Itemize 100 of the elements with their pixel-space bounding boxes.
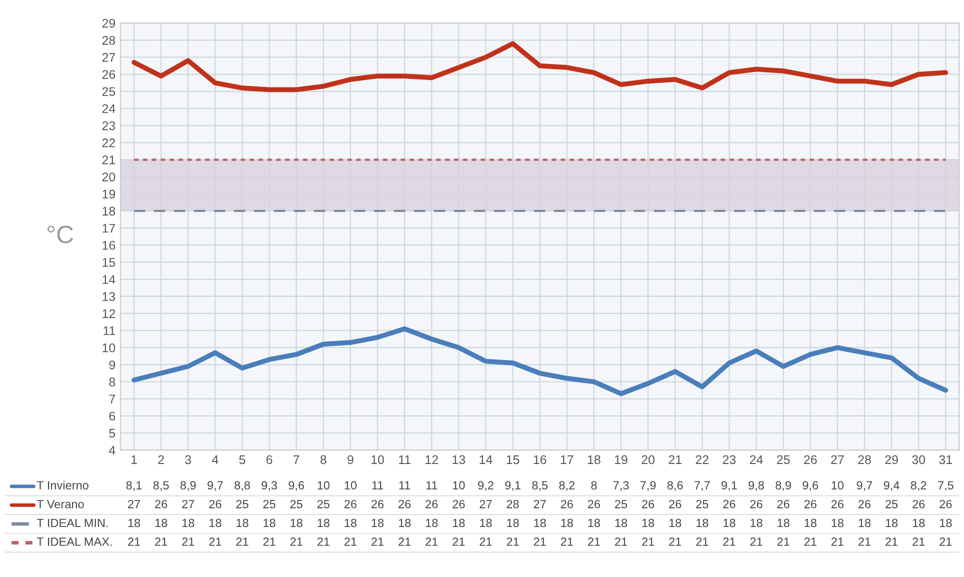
data-label: 18 [642,518,654,528]
data-label: 26 [912,500,925,508]
data-label: 26 [209,500,222,508]
x-tick-label: 16 [534,455,546,464]
data-label: 21 [615,538,627,546]
data-label: 9,6 [802,481,818,491]
y-tick-label: 15 [102,258,116,267]
y-tick-label: 7 [109,394,116,404]
data-label: 21 [669,538,682,546]
data-label: 21 [696,538,708,546]
y-tick-label: 8 [109,378,116,386]
data-label: 26 [723,500,736,508]
data-label: 25 [615,500,628,508]
data-label: 26 [344,500,357,508]
data-label: 18 [480,518,492,528]
data-label: 7,5 [938,481,954,491]
legend-label: T Invierno [36,480,88,490]
data-label: 21 [155,538,168,546]
x-tick-label: 31 [939,455,952,464]
data-label: 21 [506,538,519,546]
x-tick-label: 15 [506,455,520,464]
data-label: 18 [210,518,222,528]
x-tick-label: 20 [642,455,655,464]
data-label: 21 [128,538,140,546]
data-label: 9,4 [884,481,900,491]
data-label: 7,3 [613,481,629,491]
data-label: 21 [290,538,302,546]
data-label: 26 [750,500,762,508]
data-label: 9,7 [856,481,872,491]
data-label: 18 [858,518,871,528]
data-label: 28 [506,500,519,508]
y-tick-label: 29 [102,18,116,28]
data-label: 18 [290,518,302,528]
data-label: 26 [452,500,465,508]
data-label: 18 [426,518,438,528]
y-tick-label: 14 [102,275,116,284]
data-label: 21 [588,538,600,546]
y-tick-label: 17 [102,224,116,233]
y-tick-label: 25 [102,87,116,96]
data-label: 21 [426,538,438,546]
data-label: 9,1 [722,481,737,491]
x-tick-label: 6 [266,455,272,464]
data-label: 10 [832,481,844,490]
x-tick-label: 18 [588,455,600,464]
data-label: 10 [344,481,357,490]
x-tick-label: 26 [804,455,817,464]
data-label: 21 [452,538,465,546]
data-label: 21 [777,538,790,546]
data-label: 18 [561,518,573,528]
y-tick-label: 20 [102,172,116,182]
y-tick-label: 16 [102,240,116,250]
data-label: 26 [372,500,384,508]
data-label: 21 [209,538,222,546]
data-label: 7,7 [694,481,710,491]
data-label: 8 [591,481,597,490]
x-tick-label: 5 [239,455,246,464]
data-label: 21 [750,538,762,546]
x-tick-label: 3 [185,455,192,464]
data-label: 18 [886,518,898,528]
data-label: 21 [263,538,276,546]
x-tick-label: 9 [348,455,354,464]
data-label: 27 [534,500,546,508]
data-label: 18 [128,518,140,528]
data-label: 25 [886,500,898,508]
y-tick-label: 28 [102,36,116,45]
legend-label: T Verano [36,500,84,508]
y-tick-label: 13 [102,292,116,301]
data-label: 7,9 [640,481,656,491]
data-label: 18 [507,518,519,528]
x-tick-label: 24 [750,455,763,464]
data-label: 21 [560,538,573,546]
y-tick-label: 9 [109,360,116,370]
y-tick-label: 5 [109,428,116,438]
x-tick-label: 1 [132,455,137,464]
data-label: 21 [480,538,492,546]
y-tick-label: 10 [102,343,116,352]
data-label: 21 [317,538,330,546]
data-label: 8,1 [126,481,142,491]
data-label: 21 [398,538,411,546]
data-label: 11 [372,481,384,490]
y-tick-label: 4 [108,446,116,455]
x-tick-label: 11 [399,455,410,464]
data-label: 18 [912,518,925,528]
x-tick-label: 2 [158,455,164,464]
y-tick-label: 18 [102,206,116,216]
data-label: 18 [615,518,628,528]
data-label: 9,1 [505,481,520,491]
data-label: 27 [480,500,492,508]
x-tick-label: 7 [294,455,300,464]
x-tick-label: 4 [212,455,218,464]
y-tick-label: 11 [104,326,116,336]
data-label: 11 [399,481,410,490]
data-label: 26 [777,500,790,508]
data-label: 8,9 [776,481,791,491]
data-label: 18 [372,518,384,528]
data-label: 26 [588,500,600,508]
x-tick-label: 30 [912,455,926,464]
line-series [132,41,948,92]
data-label: 18 [724,518,736,528]
data-label: 26 [858,500,871,508]
